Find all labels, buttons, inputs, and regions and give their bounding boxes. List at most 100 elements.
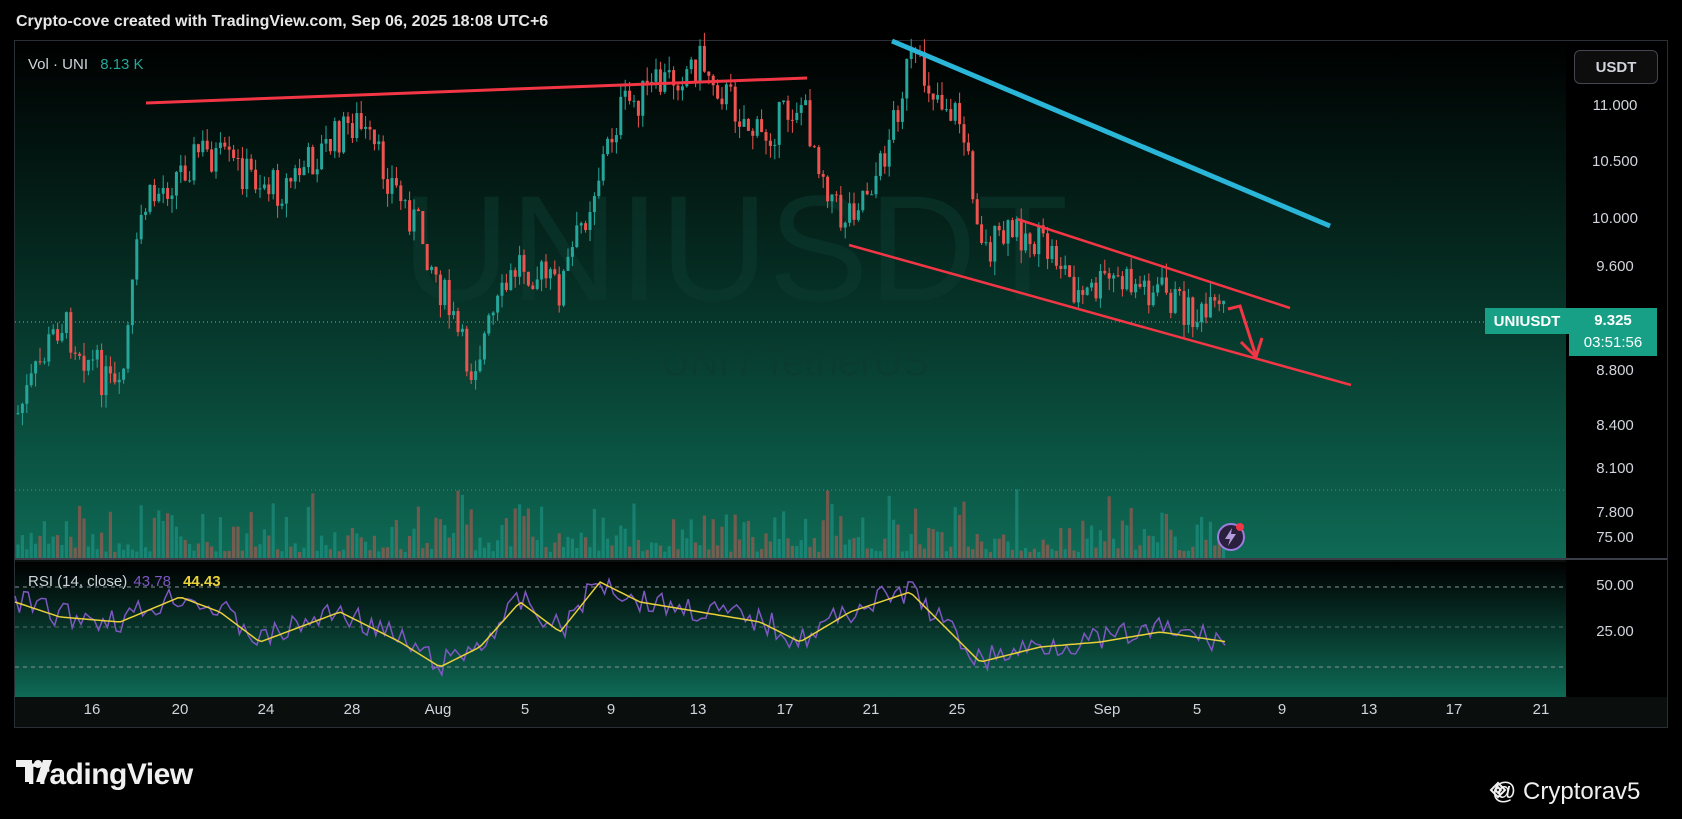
- volume-bar: [491, 551, 495, 558]
- volume-bar: [95, 549, 99, 558]
- volume-bar: [1059, 527, 1063, 558]
- volume-bar: [733, 514, 737, 558]
- candle-body: [452, 311, 456, 316]
- volume-bar: [333, 532, 337, 558]
- volume-bar: [64, 521, 68, 558]
- candle-body: [922, 52, 926, 86]
- volume-bar: [368, 550, 372, 558]
- candle-body: [676, 85, 680, 91]
- candle-body: [1182, 291, 1186, 325]
- candle-body: [980, 224, 984, 244]
- candle-body: [328, 139, 332, 152]
- volume-bar: [337, 551, 341, 558]
- candle-body: [1010, 220, 1014, 238]
- volume-bar: [768, 541, 772, 558]
- rsi-axis: 75.00 50.00 25.00: [1596, 529, 1634, 640]
- volume-bar: [971, 549, 975, 558]
- volume-bar: [592, 508, 596, 558]
- candle-body: [249, 158, 253, 170]
- candle-body: [1032, 244, 1036, 255]
- candle-body: [962, 124, 966, 143]
- candle-body: [944, 109, 948, 111]
- volume-bar: [258, 544, 262, 558]
- volume-bar: [1147, 535, 1151, 558]
- candle-body: [628, 90, 632, 101]
- candle-body: [988, 242, 992, 262]
- candle-body: [267, 184, 271, 195]
- volume-bar: [1129, 507, 1133, 558]
- volume-bar: [575, 548, 579, 558]
- candle-body: [1112, 275, 1116, 279]
- candle-body: [892, 110, 896, 140]
- volume-bar: [289, 546, 293, 558]
- volume-bar: [201, 513, 205, 558]
- candle-body: [399, 185, 403, 202]
- bar-countdown: 03:51:56: [1583, 334, 1643, 351]
- candle-body: [826, 176, 830, 202]
- candle-body: [804, 100, 808, 106]
- candle-body: [1129, 268, 1133, 293]
- candle-body: [298, 168, 302, 176]
- candle-body: [1164, 277, 1168, 293]
- volume-bar: [980, 541, 984, 558]
- rsi-pane-bg: [15, 562, 1566, 697]
- price-tick-label: 8.800: [1596, 362, 1634, 379]
- volume-bar: [1134, 549, 1138, 558]
- volume-bar: [447, 537, 451, 558]
- binance-square-icon: [1489, 781, 1507, 799]
- volume-bar: [900, 551, 904, 558]
- volume-bar: [399, 549, 403, 558]
- volume-bar: [685, 538, 689, 558]
- candle-body: [434, 266, 438, 275]
- candle-body: [597, 180, 601, 197]
- candle-body: [522, 255, 526, 272]
- volume-bar: [218, 517, 222, 558]
- volume-bar: [293, 543, 297, 558]
- volume-bar: [1156, 542, 1160, 558]
- volume-bar: [848, 539, 852, 558]
- volume-bar: [597, 550, 601, 558]
- candle-body: [170, 195, 174, 199]
- currency-button[interactable]: USDT: [1574, 50, 1658, 84]
- tradingview-logo[interactable]: TradingView: [16, 758, 193, 792]
- candle-body: [135, 239, 139, 280]
- volume-label: Vol · UNI: [28, 56, 89, 73]
- volume-bar: [843, 544, 847, 558]
- candle-body: [636, 100, 640, 116]
- candle-body: [641, 80, 645, 116]
- candle-body: [707, 71, 711, 76]
- volume-bar: [1107, 496, 1111, 558]
- volume-bar: [878, 551, 882, 558]
- volume-bar: [1094, 547, 1098, 558]
- candle-body: [342, 116, 346, 153]
- volume-bar: [570, 538, 574, 558]
- volume-bar: [632, 503, 636, 558]
- volume-bar: [144, 547, 148, 558]
- volume-bar: [148, 551, 152, 558]
- price-tick-label: 8.400: [1596, 417, 1634, 434]
- volume-bar: [469, 509, 473, 558]
- candle-body: [658, 69, 662, 92]
- volume-bar: [276, 549, 280, 558]
- volume-bar: [856, 537, 860, 558]
- candle-body: [509, 270, 513, 290]
- volume-bar: [984, 548, 988, 558]
- candle-body: [694, 59, 698, 82]
- candle-body: [474, 371, 478, 380]
- candle-body: [425, 244, 429, 271]
- candle-body: [130, 279, 134, 326]
- volume-bar: [1164, 513, 1168, 558]
- candle-body: [122, 368, 126, 380]
- candle-body: [1024, 233, 1028, 251]
- volume-bar: [654, 542, 658, 558]
- rsi-label: RSI (14, close): [28, 573, 128, 590]
- candle-body: [905, 59, 909, 99]
- volume-bar: [1015, 489, 1019, 558]
- volume-bar: [958, 514, 962, 558]
- volume-bar: [601, 517, 605, 558]
- flash-icon[interactable]: [1216, 522, 1246, 552]
- candle-body: [262, 184, 266, 189]
- candle-body: [870, 194, 874, 196]
- candle-body: [738, 121, 742, 127]
